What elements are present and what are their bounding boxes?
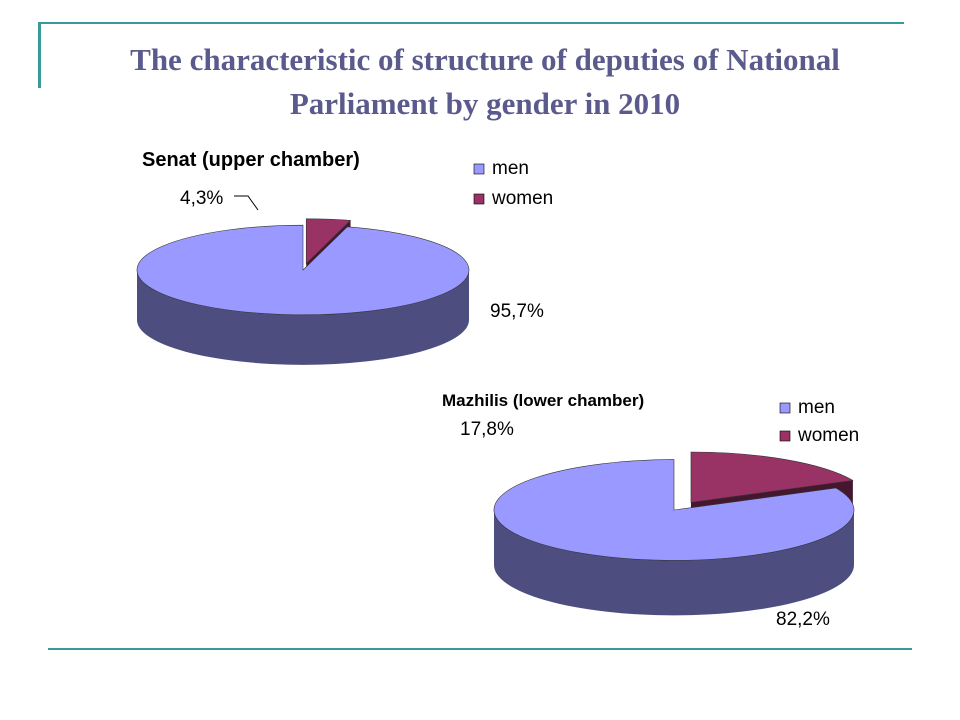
data-label-men: 95,7%: [490, 301, 544, 322]
top-rule: [38, 22, 904, 24]
data-label-women: 17,8%: [460, 419, 514, 440]
chart-title: Mazhilis (lower chamber): [442, 391, 644, 410]
bottom-rule: [48, 648, 912, 650]
legend-label-women: women: [797, 425, 859, 446]
data-label-men: 82,2%: [776, 609, 830, 630]
slice-side-men: [494, 510, 854, 616]
legend-swatch-men: [779, 402, 791, 414]
legend-label-men: men: [492, 158, 529, 179]
legend-swatch-men: [473, 163, 485, 175]
slice-women: [305, 218, 352, 265]
slice-side-men: [137, 270, 469, 365]
legend-swatch-women: [473, 193, 485, 205]
data-label-women: 4,3%: [180, 188, 223, 209]
label-leader-line: [234, 195, 259, 211]
legend-label-men: men: [798, 397, 835, 418]
slide-title: The characteristic of structure of deput…: [130, 42, 840, 121]
pie-chart-1: Mazhilis (lower chamber) 82,2% 17,8% men wom…: [442, 391, 859, 630]
slice-men: [493, 459, 855, 561]
legend-swatch-women: [779, 430, 791, 442]
chart-title: Senat (upper chamber): [142, 149, 360, 171]
top-left-rule: [38, 22, 41, 88]
pie-chart-0: Senat (upper chamber) 95,7% 4,3% men women: [136, 149, 553, 365]
slice-men: [136, 224, 470, 316]
legend-label-women: women: [491, 188, 553, 209]
slice-women: [690, 451, 854, 503]
